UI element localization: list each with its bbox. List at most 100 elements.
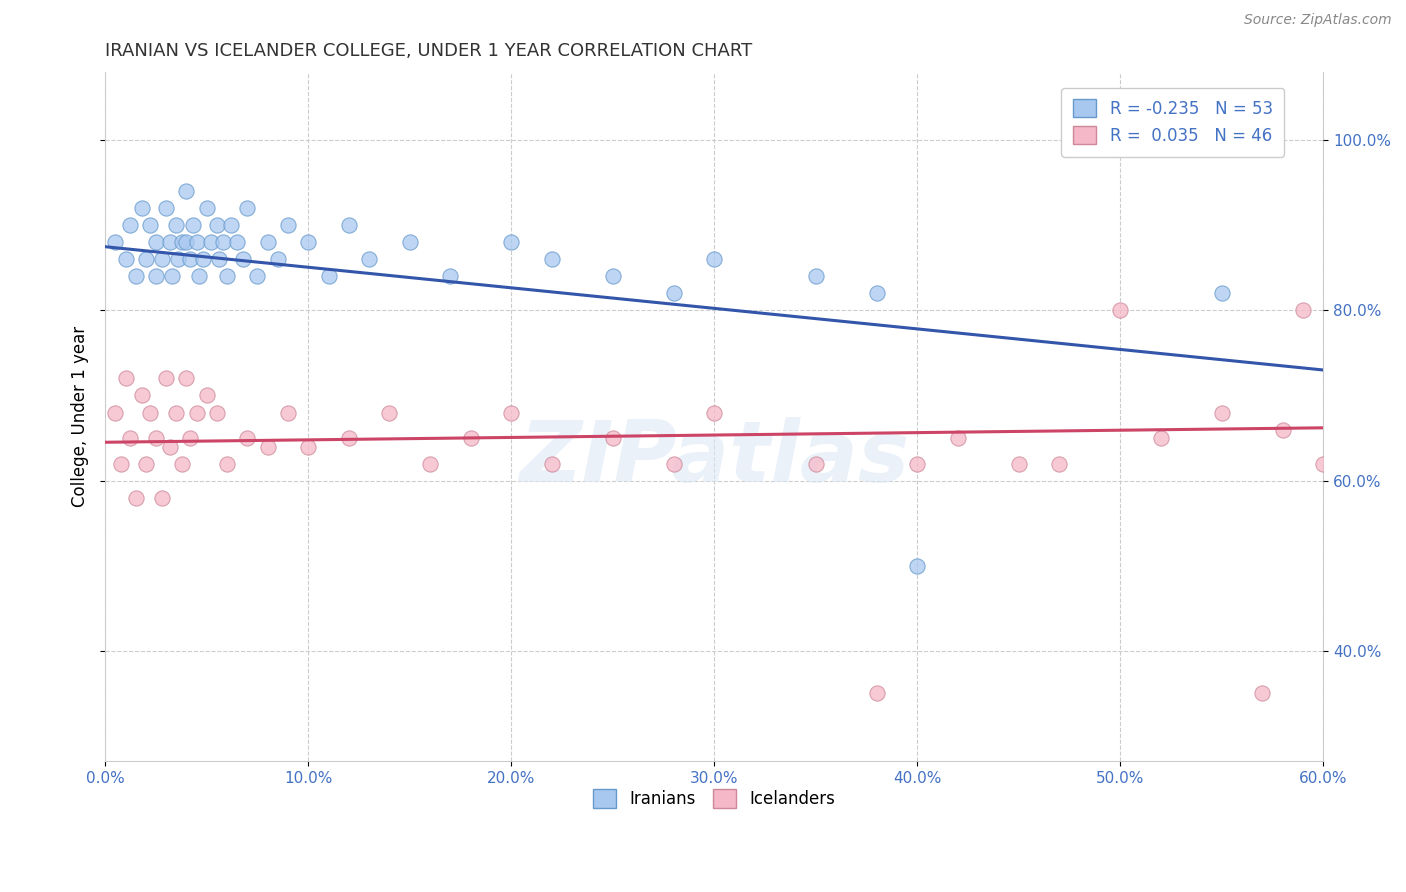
Point <box>187 269 209 284</box>
Point <box>167 252 190 267</box>
Point <box>215 269 238 284</box>
Point <box>176 235 198 250</box>
Point <box>215 457 238 471</box>
Point <box>246 269 269 284</box>
Point <box>501 235 523 250</box>
Point <box>181 219 204 233</box>
Point <box>277 405 299 419</box>
Point <box>1312 457 1334 471</box>
Point <box>135 457 157 471</box>
Point <box>186 405 208 419</box>
Point <box>124 269 146 284</box>
Point <box>165 405 187 419</box>
Point <box>232 252 254 267</box>
Point <box>439 269 461 284</box>
Point <box>398 235 420 250</box>
Point <box>662 457 685 471</box>
Point <box>602 269 624 284</box>
Y-axis label: College, Under 1 year: College, Under 1 year <box>72 326 89 508</box>
Point <box>540 457 562 471</box>
Point <box>277 219 299 233</box>
Point <box>1008 457 1031 471</box>
Point <box>131 388 153 402</box>
Text: ZIPatlas: ZIPatlas <box>519 417 910 500</box>
Legend: Iranians, Icelanders: Iranians, Icelanders <box>586 782 842 814</box>
Point <box>200 235 222 250</box>
Point <box>1109 303 1132 318</box>
Point <box>1150 431 1173 445</box>
Point <box>179 252 201 267</box>
Point <box>155 371 177 385</box>
Point <box>1047 457 1070 471</box>
Point <box>212 235 235 250</box>
Point <box>195 202 218 216</box>
Point <box>256 440 278 454</box>
Point <box>236 202 259 216</box>
Point <box>145 431 167 445</box>
Point <box>150 252 173 267</box>
Point <box>1251 686 1274 700</box>
Point <box>337 219 360 233</box>
Point <box>703 405 725 419</box>
Point <box>139 405 162 419</box>
Point <box>946 431 969 445</box>
Text: Source: ZipAtlas.com: Source: ZipAtlas.com <box>1244 13 1392 28</box>
Point <box>104 235 127 250</box>
Point <box>602 431 624 445</box>
Point <box>145 269 167 284</box>
Point <box>114 252 136 267</box>
Point <box>160 269 183 284</box>
Point <box>118 431 141 445</box>
Point <box>176 185 198 199</box>
Point <box>176 371 198 385</box>
Point <box>135 252 157 267</box>
Point <box>155 202 177 216</box>
Point <box>501 405 523 419</box>
Point <box>866 686 889 700</box>
Point <box>866 286 889 301</box>
Point <box>124 491 146 505</box>
Point <box>337 431 360 445</box>
Point <box>226 235 249 250</box>
Point <box>236 431 259 445</box>
Point <box>1292 303 1315 318</box>
Text: IRANIAN VS ICELANDER COLLEGE, UNDER 1 YEAR CORRELATION CHART: IRANIAN VS ICELANDER COLLEGE, UNDER 1 YE… <box>105 42 752 60</box>
Point <box>378 405 401 419</box>
Point <box>419 457 441 471</box>
Point <box>208 252 231 267</box>
Point <box>1211 405 1233 419</box>
Point <box>905 457 928 471</box>
Point <box>179 431 201 445</box>
Point <box>145 235 167 250</box>
Point <box>297 235 319 250</box>
Point <box>1271 423 1294 437</box>
Point <box>256 235 278 250</box>
Point <box>297 440 319 454</box>
Point <box>267 252 290 267</box>
Point <box>159 235 181 250</box>
Point <box>804 457 827 471</box>
Point <box>540 252 562 267</box>
Point <box>205 405 228 419</box>
Point <box>205 219 228 233</box>
Point <box>104 405 127 419</box>
Point <box>1211 286 1233 301</box>
Point <box>804 269 827 284</box>
Point <box>114 371 136 385</box>
Point <box>150 491 173 505</box>
Point <box>460 431 482 445</box>
Point <box>191 252 214 267</box>
Point <box>1251 116 1274 130</box>
Point <box>139 219 162 233</box>
Point <box>165 219 187 233</box>
Point <box>159 440 181 454</box>
Point <box>110 457 132 471</box>
Point <box>195 388 218 402</box>
Point <box>118 219 141 233</box>
Point <box>219 219 242 233</box>
Point <box>318 269 340 284</box>
Point <box>186 235 208 250</box>
Point <box>905 558 928 573</box>
Point <box>172 235 194 250</box>
Point <box>359 252 381 267</box>
